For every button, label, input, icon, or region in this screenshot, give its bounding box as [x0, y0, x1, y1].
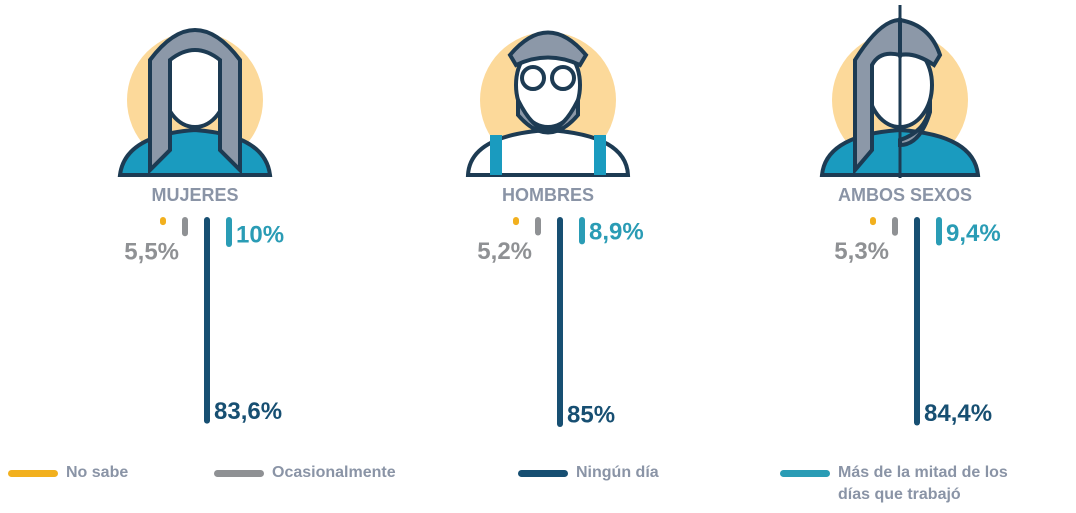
value-label: 5,3% [834, 238, 889, 265]
category-label: HOMBRES [502, 185, 594, 205]
icon-both [819, 5, 981, 178]
legend-label: Ningún día [576, 464, 659, 481]
legend-label: Más de la mitad de los días que trabajó [838, 464, 1008, 503]
legend-label: No sabe [66, 464, 129, 481]
legend-label: Ocasionalmente [272, 464, 396, 481]
legend-swatch [8, 470, 58, 477]
value-label: 10% [236, 221, 284, 248]
legend-swatch [780, 470, 830, 477]
legend-swatch [214, 470, 264, 477]
legend-swatch [518, 470, 568, 477]
value-label: 83,6% [214, 398, 282, 425]
value-label: 84,4% [924, 400, 992, 427]
value-label: 5,2% [477, 238, 532, 265]
value-label: 8,9% [589, 219, 644, 246]
value-label: 5,5% [124, 239, 179, 266]
value-label: 85% [567, 401, 615, 428]
category-label: MUJERES [151, 185, 238, 205]
icon-women [117, 28, 273, 177]
category-label: AMBOS SEXOS [838, 185, 972, 205]
icon-men [465, 30, 631, 177]
value-label: 9,4% [946, 220, 1001, 247]
